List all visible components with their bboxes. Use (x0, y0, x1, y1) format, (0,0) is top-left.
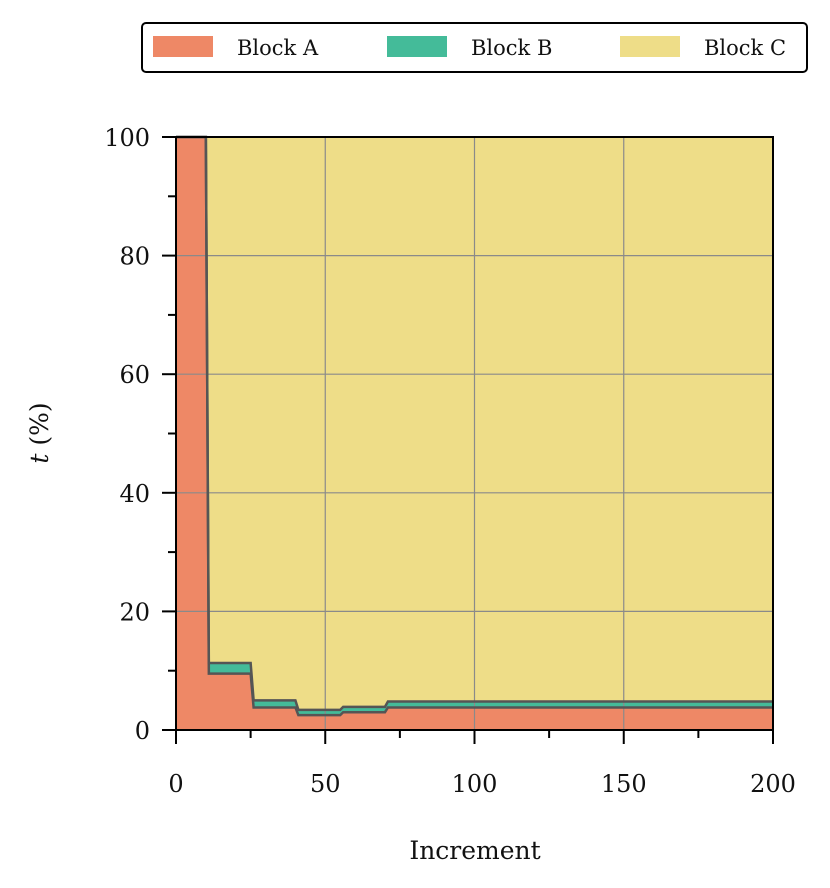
legend-label-block-b: Block B (471, 36, 552, 60)
legend-box (141, 22, 808, 73)
legend-label-block-c: Block C (704, 36, 786, 60)
grid-lines (176, 137, 773, 730)
y-tick-label: 80 (119, 243, 150, 271)
x-tick-label: 150 (601, 770, 647, 798)
y-tick-label: 60 (119, 361, 150, 389)
x-tick-label: 200 (750, 770, 796, 798)
boundary-line-block-b (176, 135, 773, 712)
axis-ticks (162, 136, 774, 744)
y-tick-label: 0 (135, 717, 150, 745)
y-axis-label-unit: (%) (25, 402, 54, 453)
y-tick-label: 40 (119, 480, 150, 508)
y-tick-label: 20 (119, 598, 150, 626)
x-tick-label: 50 (310, 770, 341, 798)
x-tick-label: 0 (168, 770, 183, 798)
x-tick-label: 100 (452, 770, 498, 798)
y-axis-label: t (%) (25, 402, 54, 463)
y-axis-label-symbol: t (25, 453, 54, 464)
legend-swatch-block-b (387, 36, 447, 57)
series-boundary-lines (176, 135, 773, 717)
legend: Block A Block B Block C (141, 22, 808, 73)
x-axis-label: Increment (409, 836, 540, 865)
legend-swatch-block-c (620, 36, 680, 57)
y-tick-label: 100 (104, 124, 150, 152)
legend-swatch-block-a (153, 36, 213, 57)
tick-labels: 0 50 100 150 200 0 20 40 60 80 100 (104, 124, 796, 798)
legend-label-block-a: Block A (237, 36, 319, 60)
